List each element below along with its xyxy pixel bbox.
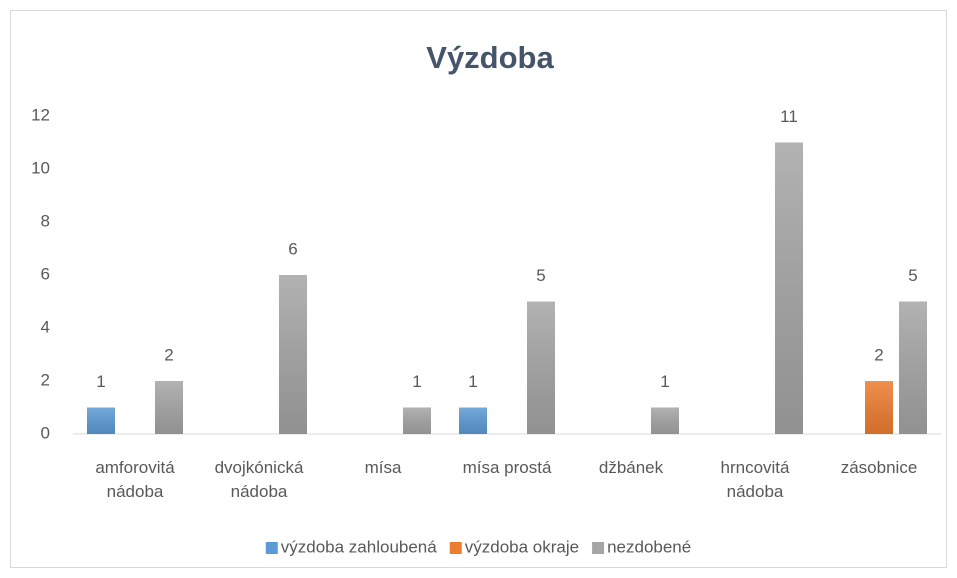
bar-shade bbox=[87, 407, 115, 434]
data-label: 2 bbox=[164, 345, 173, 364]
data-label: 5 bbox=[908, 266, 917, 285]
data-label: 1 bbox=[660, 372, 669, 391]
data-label: 2 bbox=[874, 345, 883, 364]
x-tick-label: mísa bbox=[364, 458, 402, 477]
data-label: 6 bbox=[288, 239, 297, 258]
legend-label: nezdobené bbox=[607, 537, 691, 556]
bar-shade bbox=[775, 142, 803, 434]
data-label: 5 bbox=[536, 266, 545, 285]
bar-shade bbox=[651, 407, 679, 434]
data-label: 1 bbox=[412, 372, 421, 391]
y-tick-label: 6 bbox=[41, 264, 50, 283]
x-tick-label: dvojkónická nádoba bbox=[214, 458, 304, 501]
y-tick-label: 4 bbox=[41, 317, 50, 336]
legend-swatch bbox=[265, 542, 278, 554]
bar-shade bbox=[403, 407, 431, 434]
data-label: 1 bbox=[468, 372, 477, 391]
bar-shade bbox=[899, 301, 927, 434]
x-tick-label: mísa prostá bbox=[462, 458, 552, 477]
y-tick-label: 10 bbox=[31, 158, 50, 177]
y-tick-label: 2 bbox=[41, 370, 50, 389]
bar-shade bbox=[527, 301, 555, 434]
chart-title: Výzdoba bbox=[426, 40, 554, 75]
y-tick-label: 8 bbox=[41, 211, 50, 230]
bar-shade bbox=[459, 407, 487, 434]
x-tick-label: hrncovitá nádoba bbox=[720, 458, 790, 501]
legend-label: výzdoba okraje bbox=[465, 537, 579, 556]
legend-label: výzdoba zahloubená bbox=[281, 537, 438, 556]
bar-shade bbox=[279, 275, 307, 434]
y-tick-label: 0 bbox=[41, 423, 50, 442]
data-label: 11 bbox=[780, 107, 798, 126]
legend-swatch bbox=[592, 542, 605, 554]
x-tick-label: zásobnice bbox=[840, 458, 918, 477]
x-tick-label: amforovitá nádoba bbox=[95, 458, 175, 501]
x-tick-label: džbánek bbox=[598, 458, 664, 477]
bar-shade bbox=[155, 381, 183, 434]
bar-shade bbox=[865, 381, 893, 434]
legend-swatch bbox=[449, 542, 462, 554]
y-tick-label: 12 bbox=[31, 105, 50, 124]
data-label: 1 bbox=[96, 372, 105, 391]
